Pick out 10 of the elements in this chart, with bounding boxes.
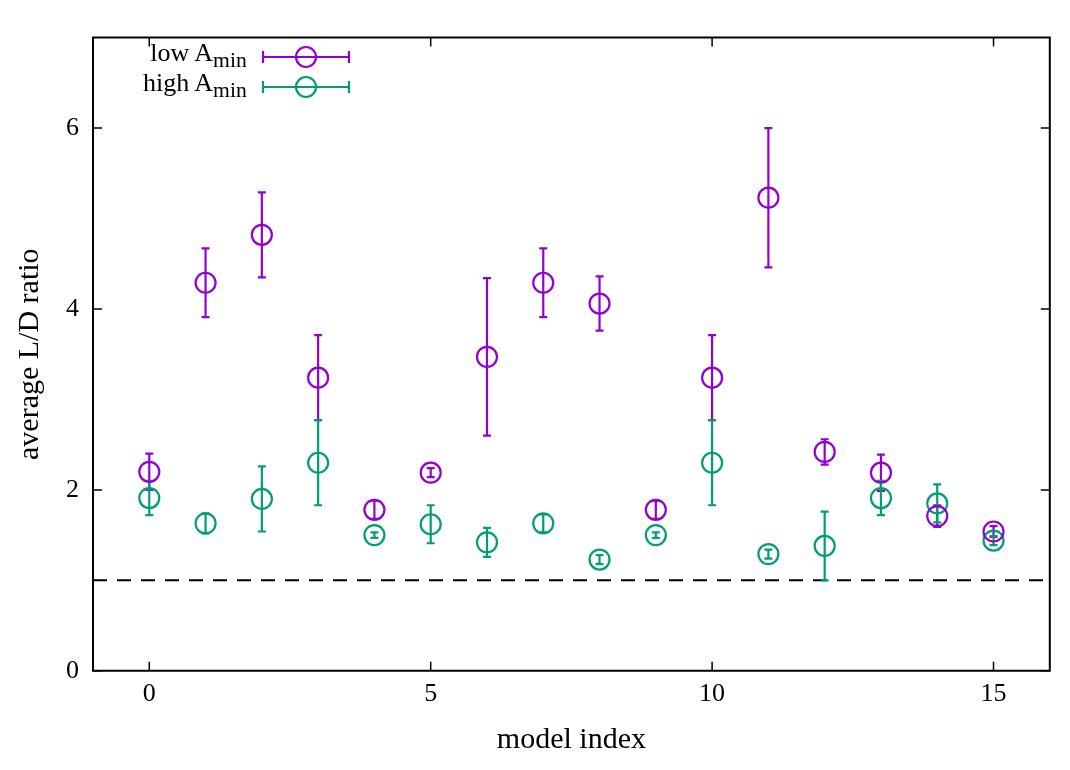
x-tick-label: 0 xyxy=(142,678,156,708)
x-tick-label: 5 xyxy=(424,678,438,708)
y-axis-title: average L/D ratio xyxy=(10,248,44,460)
y-tick-label: 6 xyxy=(66,111,79,141)
y-tick-label: 0 xyxy=(66,654,79,684)
x-tick-label: 10 xyxy=(699,678,726,708)
y-tick-label: 2 xyxy=(66,473,79,503)
x-axis-title: model index xyxy=(496,720,646,754)
x-tick-label: 15 xyxy=(980,678,1007,708)
y-tick-label: 4 xyxy=(66,292,79,322)
